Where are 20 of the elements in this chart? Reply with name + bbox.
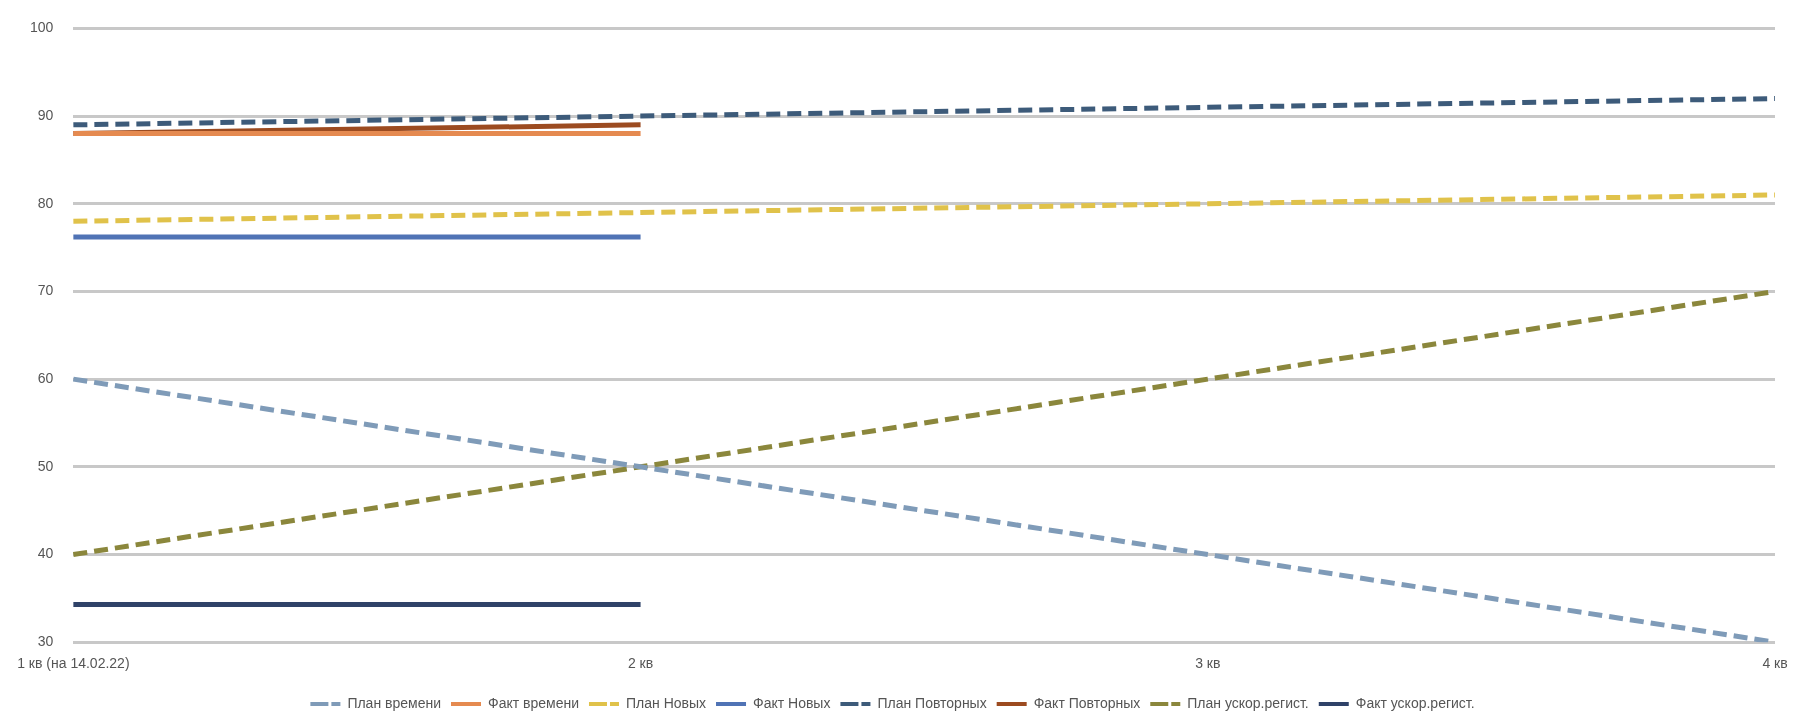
y-tick-label: 90 [37,106,54,123]
legend-label: План Повторных [877,694,987,711]
y-tick-label: 30 [37,633,54,650]
legend-label: План Новых [625,694,707,711]
legend-label: Факт Повторных [1033,694,1141,711]
legend-label: Факт Новых [753,694,831,711]
x-tick-label: 3 кв [1195,655,1221,672]
y-tick-label: 60 [37,370,54,386]
y-tick-label: 40 [37,545,54,562]
x-tick-label: 1 кв (на 14.02.22) [17,655,130,672]
legend-label: План ускор.регист. [1187,694,1309,711]
y-tick-label: 50 [37,457,54,474]
y-tick-label: 80 [37,194,54,211]
x-tick-label: 2 кв [627,655,654,672]
legend-label: Факт времени [488,694,579,711]
y-tick-label: 100 [30,19,54,36]
y-tick-label: 70 [37,282,54,299]
legend-label: Факт ускор.регист. [1355,694,1475,711]
legend-label: План времени [347,694,442,711]
x-tick-label: 4 кв [1762,655,1788,672]
